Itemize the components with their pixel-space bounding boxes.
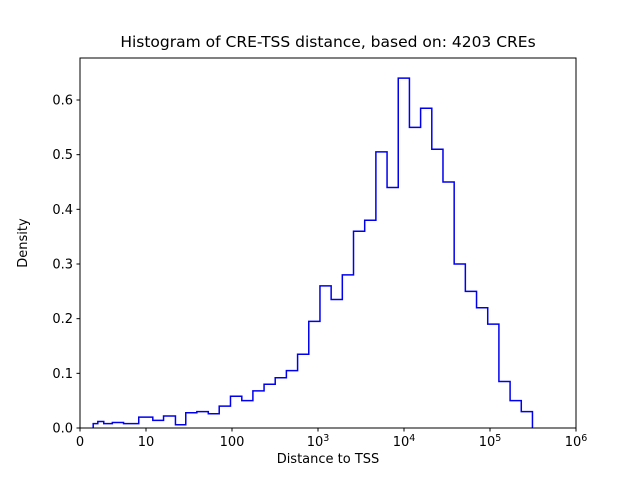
- y-tick-label: 0.1: [52, 367, 73, 382]
- y-axis-label: Density: [16, 218, 31, 268]
- x-tick-exponent: 5: [495, 433, 501, 444]
- y-tick-label: 0.6: [52, 94, 73, 109]
- x-tick-exponent: 4: [409, 433, 415, 444]
- y-tick-label: 0.4: [52, 203, 73, 218]
- x-axis-label: Distance to TSS: [277, 452, 380, 467]
- y-tick-label: 0.5: [52, 148, 73, 163]
- y-tick-label: 0.0: [52, 422, 73, 437]
- y-tick-label: 0.3: [52, 258, 73, 273]
- x-tick-exponent: 3: [323, 433, 329, 444]
- plot-area: [92, 77, 534, 428]
- axes-border: [79, 57, 577, 429]
- x-tick-exponent: 6: [581, 433, 587, 444]
- y-tick-label: 0.2: [52, 312, 73, 327]
- x-tick-label: 100: [220, 435, 245, 450]
- x-tick-label: 10: [138, 435, 155, 450]
- x-tick-label: 0: [76, 435, 84, 450]
- histogram-step-line: [92, 77, 534, 428]
- chart-title: Histogram of CRE-TSS distance, based on:…: [120, 33, 535, 51]
